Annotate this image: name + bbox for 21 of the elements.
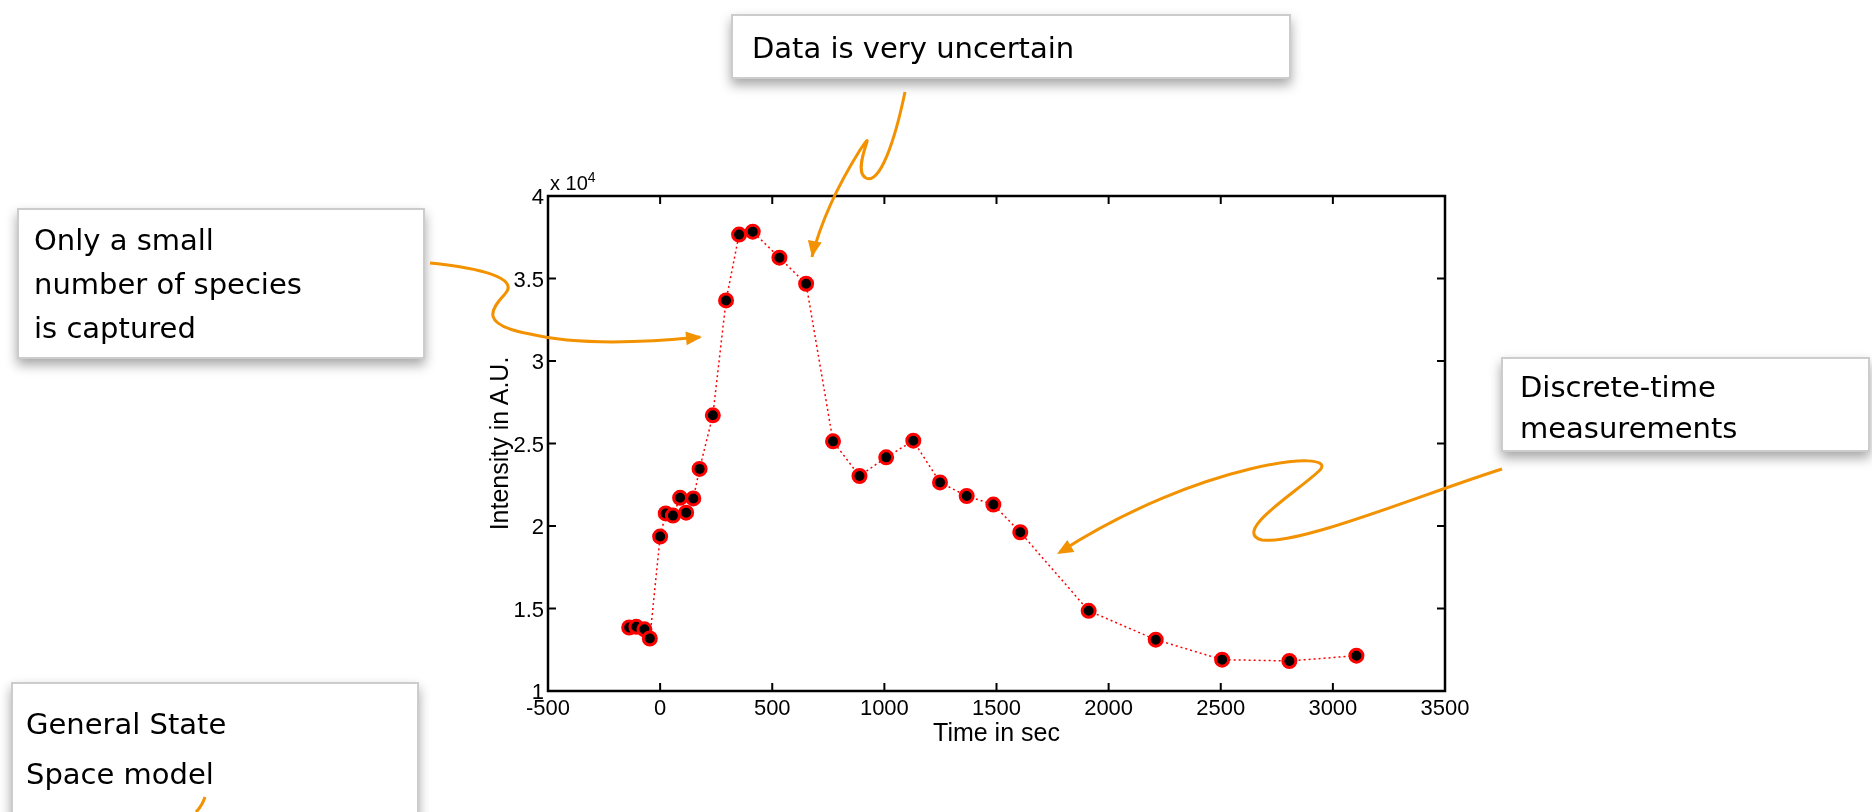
y-tick-label: 1.5 [513,596,544,622]
text: General State Space model [26,707,227,791]
x-tick-label: 3000 [1308,695,1358,720]
y-tick-label: 3.5 [513,266,544,292]
x-tick-label: 3500 [1420,695,1470,720]
x-tick-label: 1500 [972,695,1021,720]
text: x 10$^{4}$ [550,169,596,194]
x-tick-label: 2500 [1196,695,1246,720]
x-tick-label: 1000 [859,695,909,720]
y-tick-label: 2.5 [513,431,544,457]
x-tick-label: 500 [753,695,791,720]
x-axis-title: Time in sec [933,718,1060,746]
text: Only a small number of species is captured [34,223,302,345]
x-tick-label: 0 [654,695,667,720]
y-tick-label: 2 [531,514,544,539]
y-tick-label: 3 [531,349,544,374]
text: Data is very uncertain [752,31,1075,65]
text: Discrete-time measurements [1520,370,1738,445]
y-tick-label: 4 [531,184,544,209]
y-axis-title: Intensity in A.U. [485,356,513,531]
x-tick-label: 2000 [1084,695,1134,720]
